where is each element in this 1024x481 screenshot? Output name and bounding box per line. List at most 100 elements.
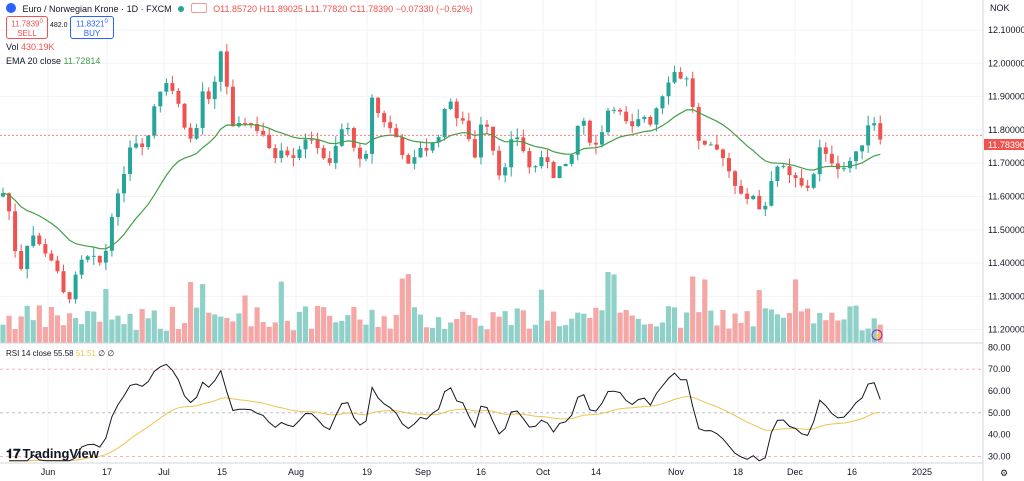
candle-up [563,163,568,167]
candle-down [13,211,18,252]
time-tick-label: 15 [217,467,227,477]
candle-up [448,101,453,109]
volume-bar [538,289,545,343]
buy-button[interactable]: 11.83210 BUY [70,16,114,39]
volume-bar [544,320,551,343]
volume-bar [635,318,641,343]
volume-bar [877,324,883,343]
volume-bar [750,326,756,343]
price-tick-label: 11.90000 [988,92,1024,102]
grid [0,0,983,463]
rsi-tick-label: 80.00 [988,342,1011,352]
rsi-tick-label: 30.00 [988,451,1011,461]
ema-legend[interactable]: EMA 20 close 11.72814 [6,56,100,66]
candle-down [878,123,883,140]
candle-up [79,259,84,275]
time-tick-label: Nov [668,467,685,477]
volume-bar [557,326,563,343]
price-tick-label: 12.00000 [988,58,1024,68]
volume-bar [260,322,266,343]
volume-bar [617,312,623,343]
lightning-glyph: ⚡ [874,331,883,340]
volume-bar [454,319,460,343]
rsi-tick-label: 70.00 [988,364,1011,374]
candle-down [727,158,731,172]
price-tick-label: 11.30000 [988,291,1024,301]
volume-bar [121,324,127,343]
volume-bar [581,313,587,343]
symbol-title[interactable]: Euro / Norwegian Krone · 1D · FXCM [22,4,172,14]
volume-bar [236,313,242,343]
tradingview-logo[interactable]: 𝟏𝟕 TradingView [6,446,99,462]
sell-button[interactable]: 11.78390 SELL [6,16,48,39]
candle-down [267,134,272,149]
volume-bar [484,329,490,343]
volume-bar [587,317,593,343]
volume-bar [194,307,200,343]
volume-bar [200,284,206,343]
volume-bar [133,330,139,343]
time-tick-label: Dec [787,467,804,477]
volume-bar [212,314,218,343]
candle-down [733,171,738,186]
volume-bar [599,310,605,343]
candle-up [872,123,877,126]
candle-down [799,178,804,186]
volume-bar [290,330,296,343]
currency-label[interactable]: NOK [990,3,1010,13]
volume-bar [417,314,424,343]
ohlc-low: L11.77820 [305,4,348,14]
candle-up [769,181,774,206]
candle-up [860,145,865,152]
time-tick-label: 19 [362,467,372,477]
candle-up [436,137,441,143]
volume-bar [829,312,835,343]
time-axis[interactable]: Jun 17 Jul 15 Aug 19 Sep 16 Oct 14 Nov 18 Dec 16 2025 [41,467,932,477]
candle-down [382,113,387,123]
time-tick-label: Oct [536,467,551,477]
candle-down [255,123,260,131]
volume-bar [157,328,163,343]
candle-down [7,193,12,212]
buy-label: BUY [83,28,101,38]
more-icon[interactable] [190,3,207,13]
symbol-flag-icon [6,3,16,13]
time-tick-label: 16 [476,467,486,477]
volume-bar [0,324,6,343]
price-axis[interactable]: 11.20000 11.30000 11.40000 11.50000 11.60000… [988,25,1024,335]
candle-up [509,139,514,168]
candle-up [666,82,671,97]
volume-bar [97,321,103,343]
volume-bar [423,327,430,343]
market-status-icon [178,6,185,12]
rsi-axis[interactable]: 30.00 40.00 50.00 60.00 70.00 80.00 [988,342,1011,461]
candle-down [182,103,187,128]
candle-down [714,144,719,150]
settings-gear-icon[interactable]: ⚙ [1000,468,1008,478]
current-price-tag [984,139,1024,150]
candle-up [128,147,133,175]
candle-down [593,142,598,145]
rsi-legend[interactable]: RSI 14 close 55.58 51.51 ∅ ∅ [6,349,114,358]
candle-up [146,135,151,148]
volume-bar [823,320,829,343]
volume-bar [266,326,272,343]
volume-bar [175,328,182,343]
candle-down [176,90,181,104]
candle-up [478,124,483,158]
ohlc-open: O11.85720 [213,4,257,14]
candle-down [43,244,48,254]
lightning-icon[interactable] [871,329,883,341]
candle-down [587,120,592,143]
candle-up [412,157,417,164]
candle-up [557,166,562,179]
volume-bar [242,295,248,343]
volume-bar [436,317,442,343]
candle-down [551,161,556,179]
volume-legend[interactable]: Vol 430.19K [6,42,55,52]
price-tick-label: 11.80000 [988,125,1024,135]
candle-up [515,137,520,140]
candle-down [206,91,211,100]
candle-up [370,97,375,154]
